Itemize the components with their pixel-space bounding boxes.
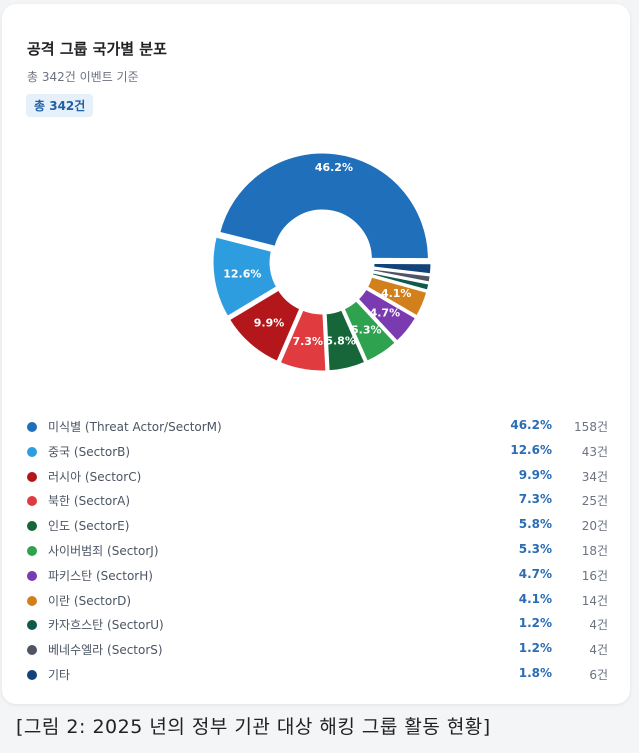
legend: 미식별 (Threat Actor/SectorM) 46.2% 158건 중국…: [24, 416, 614, 689]
legend-item: 인도 (SectorE) 5.8% 20건: [24, 515, 614, 540]
legend-count: 25건: [581, 494, 608, 509]
legend-item: 이란 (SectorD) 4.1% 14건: [24, 590, 614, 615]
legend-percent: 12.6%: [510, 442, 552, 457]
total-badge: 총 342건: [26, 94, 94, 117]
legend-count: 18건: [581, 543, 608, 558]
legend-swatch: [27, 496, 37, 507]
slice-label: 7.3%: [292, 335, 323, 348]
slice-label: 4.7%: [370, 306, 401, 319]
legend-label: 중국 (SectorB): [48, 444, 131, 459]
legend-label: 베네수엘라 (SectorS): [48, 643, 163, 658]
legend-swatch: [27, 521, 37, 532]
donut-slice: [216, 150, 431, 262]
legend-swatch: [27, 645, 37, 656]
slice-label: 46.2%: [315, 161, 353, 174]
legend-count: 20건: [581, 519, 608, 534]
legend-item: 베네수엘라 (SectorS) 1.2% 4건: [24, 639, 614, 664]
legend-percent: 1.2%: [518, 616, 552, 631]
legend-item: 중국 (SectorB) 12.6% 43건: [24, 441, 614, 466]
legend-label: 기타: [48, 667, 71, 682]
chart-subtitle: 총 342건 이벤트 기준: [27, 70, 139, 84]
legend-label: 인도 (SectorE): [48, 519, 130, 534]
legend-label: 이란 (SectorD): [48, 593, 132, 608]
legend-item: 기타 1.8% 6건: [24, 664, 614, 689]
donut-slice: [210, 234, 280, 320]
legend-label: 파키스탄 (SectorH): [48, 568, 153, 583]
legend-swatch: [27, 446, 37, 457]
legend-item: 미식별 (Threat Actor/SectorM) 46.2% 158건: [24, 416, 614, 441]
legend-label: 북한 (SectorA): [48, 494, 131, 509]
donut-chart: 46.2% 4.1% 4.7% 5.3%5.8%7.3% 9.9% 12.6%: [210, 150, 434, 374]
legend-label: 카자흐스탄 (SectorU): [48, 618, 164, 633]
legend-item: 카자흐스탄 (SectorU) 1.2% 4건: [24, 614, 614, 639]
legend-percent: 9.9%: [518, 467, 552, 482]
legend-count: 34건: [581, 469, 608, 484]
donut-slice: [226, 286, 303, 365]
legend-percent: 5.8%: [518, 517, 552, 532]
legend-label: 러시아 (SectorC): [48, 469, 142, 484]
legend-count: 6건: [589, 667, 608, 682]
donut-slice: [277, 307, 329, 374]
legend-count: 158건: [574, 420, 608, 434]
legend-swatch: [27, 595, 37, 606]
legend-percent: 4.1%: [518, 591, 552, 606]
legend-swatch: [27, 570, 37, 581]
slice-label: 12.6%: [223, 268, 261, 281]
legend-label: 미식별 (Threat Actor/SectorM): [48, 420, 222, 434]
slice-label: 5.3%: [351, 323, 382, 336]
legend-percent: 1.8%: [518, 665, 552, 680]
legend-percent: 5.3%: [518, 541, 552, 556]
legend-item: 사이버범죄 (SectorJ) 5.3% 18건: [24, 540, 614, 565]
legend-swatch: [27, 620, 37, 631]
legend-item: 파키스탄 (SectorH) 4.7% 16건: [24, 565, 614, 590]
legend-percent: 1.2%: [518, 641, 552, 656]
legend-swatch: [27, 471, 37, 482]
legend-label: 사이버범죄 (SectorJ): [48, 543, 159, 558]
legend-count: 4건: [589, 618, 608, 633]
legend-swatch: [27, 545, 37, 556]
legend-swatch: [27, 669, 37, 680]
legend-item: 러시아 (SectorC) 9.9% 34건: [24, 466, 614, 491]
legend-swatch: [27, 422, 37, 432]
legend-percent: 7.3%: [518, 492, 552, 507]
slice-label: 4.1%: [381, 287, 412, 300]
chart-card: 공격 그룹 국가별 분포 총 342건 이벤트 기준 총 342건 46.2% 4…: [2, 4, 630, 704]
legend-count: 14건: [581, 593, 608, 608]
slice-label: 9.9%: [254, 317, 285, 330]
figure-caption: [그림 2: 2025 년의 정부 기관 대상 해킹 그룹 활동 현황]: [16, 716, 491, 738]
legend-count: 4건: [589, 643, 608, 658]
legend-item: 북한 (SectorA) 7.3% 25건: [24, 490, 614, 515]
legend-percent: 46.2%: [510, 418, 552, 432]
chart-title: 공격 그룹 국가별 분포: [27, 40, 167, 58]
slice-label: 5.8%: [325, 334, 356, 347]
legend-count: 16건: [581, 568, 608, 583]
legend-percent: 4.7%: [518, 566, 552, 581]
legend-count: 43건: [581, 444, 608, 459]
